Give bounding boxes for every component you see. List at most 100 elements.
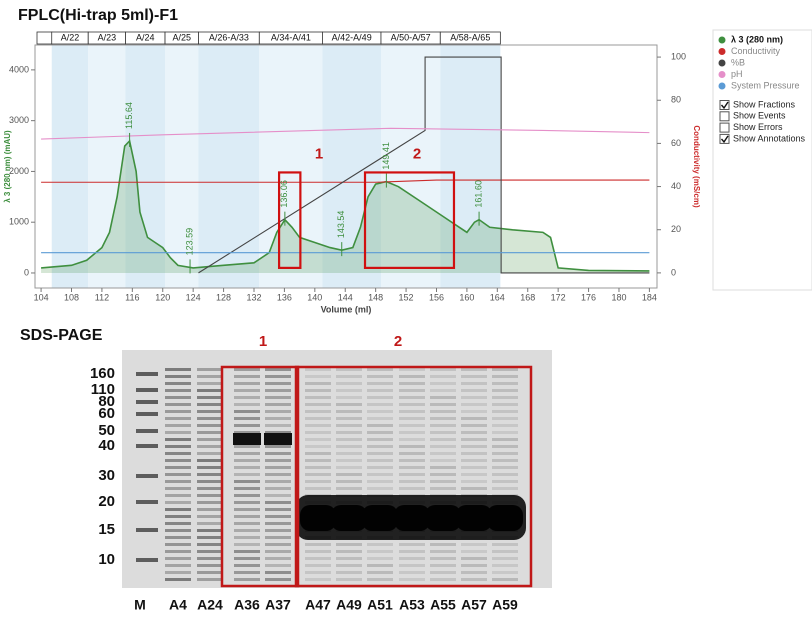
gel-band (265, 466, 291, 469)
gel-band (197, 382, 223, 385)
gel-band (197, 508, 223, 511)
gel-band (234, 557, 260, 560)
gel-band (336, 438, 362, 441)
gel-band (234, 389, 260, 392)
x-tick-label: 164 (490, 292, 505, 302)
gel-band (234, 382, 260, 385)
y2-tick-label: 80 (671, 95, 681, 105)
gel-band (197, 550, 223, 553)
gel-band (305, 417, 331, 420)
gel-band (265, 543, 291, 546)
gel-group-label: 2 (394, 333, 402, 350)
gel-band (336, 410, 362, 413)
x-tick-label: 104 (34, 292, 49, 302)
gel-band (336, 459, 362, 462)
gel-band (461, 487, 487, 490)
gel-band (430, 564, 456, 567)
gel-band (265, 536, 291, 539)
gel-band (492, 431, 518, 434)
gel-band (367, 445, 393, 448)
checkbox[interactable] (719, 133, 730, 144)
gel-band (367, 417, 393, 420)
gel-band (367, 459, 393, 462)
x-tick-label: 116 (125, 292, 139, 302)
gel-band (234, 466, 260, 469)
gel-band (305, 543, 331, 546)
gel-band (399, 564, 425, 567)
fraction-band (165, 45, 199, 288)
gel-band (399, 578, 425, 581)
gel-band (461, 571, 487, 574)
y-tick-label: 0 (24, 267, 29, 277)
gel-band (165, 543, 191, 546)
gel-band (336, 543, 362, 546)
gel-band (461, 389, 487, 392)
gel-band (197, 543, 223, 546)
gel-band (234, 550, 260, 553)
gel-band (492, 564, 518, 567)
gel-group-box (220, 365, 300, 588)
gel-band (265, 557, 291, 560)
fraction-band (51, 45, 89, 288)
gel-band (430, 396, 456, 399)
gel-band (461, 396, 487, 399)
gel-band (197, 515, 223, 518)
gel-band (197, 473, 223, 476)
gel-band (336, 375, 362, 378)
gel-band (265, 571, 291, 574)
gel-band (367, 473, 393, 476)
gel-band (265, 578, 291, 581)
lane-label: A55 (430, 597, 456, 613)
gel-band (399, 431, 425, 434)
x-tick-label: 176 (581, 292, 596, 302)
gel-band (197, 424, 223, 427)
gel-band (197, 536, 223, 539)
checkbox[interactable] (719, 100, 730, 110)
lane-label: A47 (305, 597, 331, 613)
gel-band (430, 571, 456, 574)
gel-band (492, 403, 518, 406)
legend-marker (718, 82, 726, 90)
gel-band (430, 410, 456, 413)
lane-label: A59 (492, 597, 518, 613)
y-axis-label: λ 3 (280 nm) (mAU) (3, 130, 12, 203)
gel-band (399, 445, 425, 448)
x-tick-label: 124 (186, 292, 201, 302)
gel-band (265, 550, 291, 553)
lane-label: A51 (367, 597, 393, 613)
gel-band (492, 424, 518, 427)
gel-band (234, 445, 260, 448)
plot-frame (34, 44, 658, 289)
gel-band (165, 501, 191, 504)
y-tick-label: 2000 (9, 166, 29, 176)
gel-band (165, 410, 191, 413)
gel-band (461, 368, 487, 371)
gel-band (265, 459, 291, 462)
fraction-label: A/42-A/49 (332, 32, 372, 42)
peak-label: 136.06 (279, 180, 289, 208)
legend-label: λ 3 (280 nm) (731, 34, 783, 44)
gel-band (234, 375, 260, 378)
gel-band (399, 473, 425, 476)
y2-tick-label: 0 (671, 267, 676, 277)
gel-band (265, 529, 291, 532)
x-axis-label: Volume (ml) (321, 304, 372, 314)
gel-band (265, 515, 291, 518)
gel-band (461, 452, 487, 455)
gel-band (234, 417, 260, 420)
marker-label: 60 (98, 405, 115, 422)
gel-title: SDS-PAGE (20, 327, 103, 344)
gel-band (136, 558, 158, 562)
gel-band (430, 382, 456, 385)
gel-band (430, 389, 456, 392)
checkbox[interactable] (719, 111, 730, 122)
gel-band (234, 473, 260, 476)
legend-marker (718, 71, 726, 78)
gel-band (265, 564, 291, 567)
checkbox[interactable] (719, 122, 730, 133)
gel-band (197, 438, 223, 441)
marker-label: 10 (98, 551, 115, 568)
gel-band (197, 487, 223, 490)
gel-band (136, 500, 158, 504)
